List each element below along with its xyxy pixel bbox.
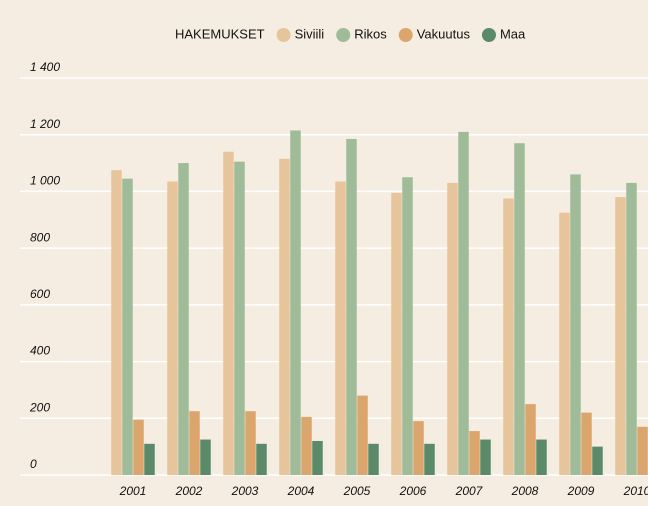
bar	[514, 143, 525, 475]
legend-swatch	[398, 28, 413, 42]
y-tick-label: 1 200	[30, 117, 60, 131]
bar	[111, 170, 122, 476]
legend-label: Rikos	[354, 26, 387, 41]
x-tick-label: 2005	[343, 484, 371, 498]
legend-label: Vakuutus	[417, 26, 471, 41]
y-tick-label: 800	[30, 230, 50, 244]
x-tick-label: 2006	[399, 484, 427, 498]
bar	[301, 416, 312, 475]
bar	[122, 178, 133, 476]
bar	[480, 439, 491, 475]
bar	[290, 130, 301, 476]
bar	[447, 182, 458, 475]
bar	[581, 412, 592, 475]
bar	[615, 197, 626, 475]
bar	[458, 131, 469, 475]
legend-label: Maa	[500, 26, 526, 41]
legend: HAKEMUKSET Siviili Rikos Vakuutus Maa	[175, 26, 526, 42]
x-tick-label: 2002	[175, 484, 203, 498]
bar	[413, 421, 424, 475]
x-tick-label: 2001	[119, 484, 147, 498]
y-tick-label: 600	[30, 287, 50, 301]
legend-swatch	[276, 28, 291, 42]
x-tick-label: 2008	[511, 484, 539, 498]
y-tick-label: 1 000	[30, 174, 60, 188]
bar	[256, 443, 267, 475]
y-tick-label: 400	[30, 344, 50, 358]
y-tick-label: 0	[30, 457, 37, 471]
bar	[312, 440, 323, 475]
bar	[626, 182, 637, 475]
bar	[391, 192, 402, 475]
bar	[335, 181, 346, 475]
bar	[637, 426, 648, 475]
x-tick-label: 2003	[231, 484, 259, 498]
bar	[503, 198, 514, 475]
bar	[469, 431, 480, 475]
bar	[200, 439, 211, 475]
bar	[178, 163, 189, 476]
bar	[570, 174, 581, 475]
bar	[245, 411, 256, 475]
bar	[559, 212, 570, 476]
bar	[234, 161, 245, 475]
bar	[189, 411, 200, 475]
bar	[223, 151, 234, 475]
bar	[525, 404, 536, 475]
y-tick-label: 1 400	[30, 60, 60, 74]
legend-title: HAKEMUKSET	[175, 26, 265, 41]
legend-label: Siviili	[295, 26, 325, 41]
x-tick-label: 2009	[567, 484, 595, 498]
bar	[402, 177, 413, 475]
bar	[368, 443, 379, 475]
bar	[133, 419, 144, 475]
x-tick-label: 2007	[455, 484, 484, 498]
bar	[592, 446, 603, 475]
bar	[167, 181, 178, 475]
bar	[346, 138, 357, 476]
bar	[357, 395, 368, 475]
x-tick-label: 2010	[623, 484, 648, 498]
x-tick-label: 2004	[287, 484, 315, 498]
bar	[424, 443, 435, 475]
bar	[536, 439, 547, 475]
legend-swatch	[336, 28, 351, 42]
bar	[279, 158, 290, 475]
y-tick-label: 200	[29, 400, 50, 414]
bar	[144, 443, 155, 475]
legend-swatch	[481, 28, 496, 42]
